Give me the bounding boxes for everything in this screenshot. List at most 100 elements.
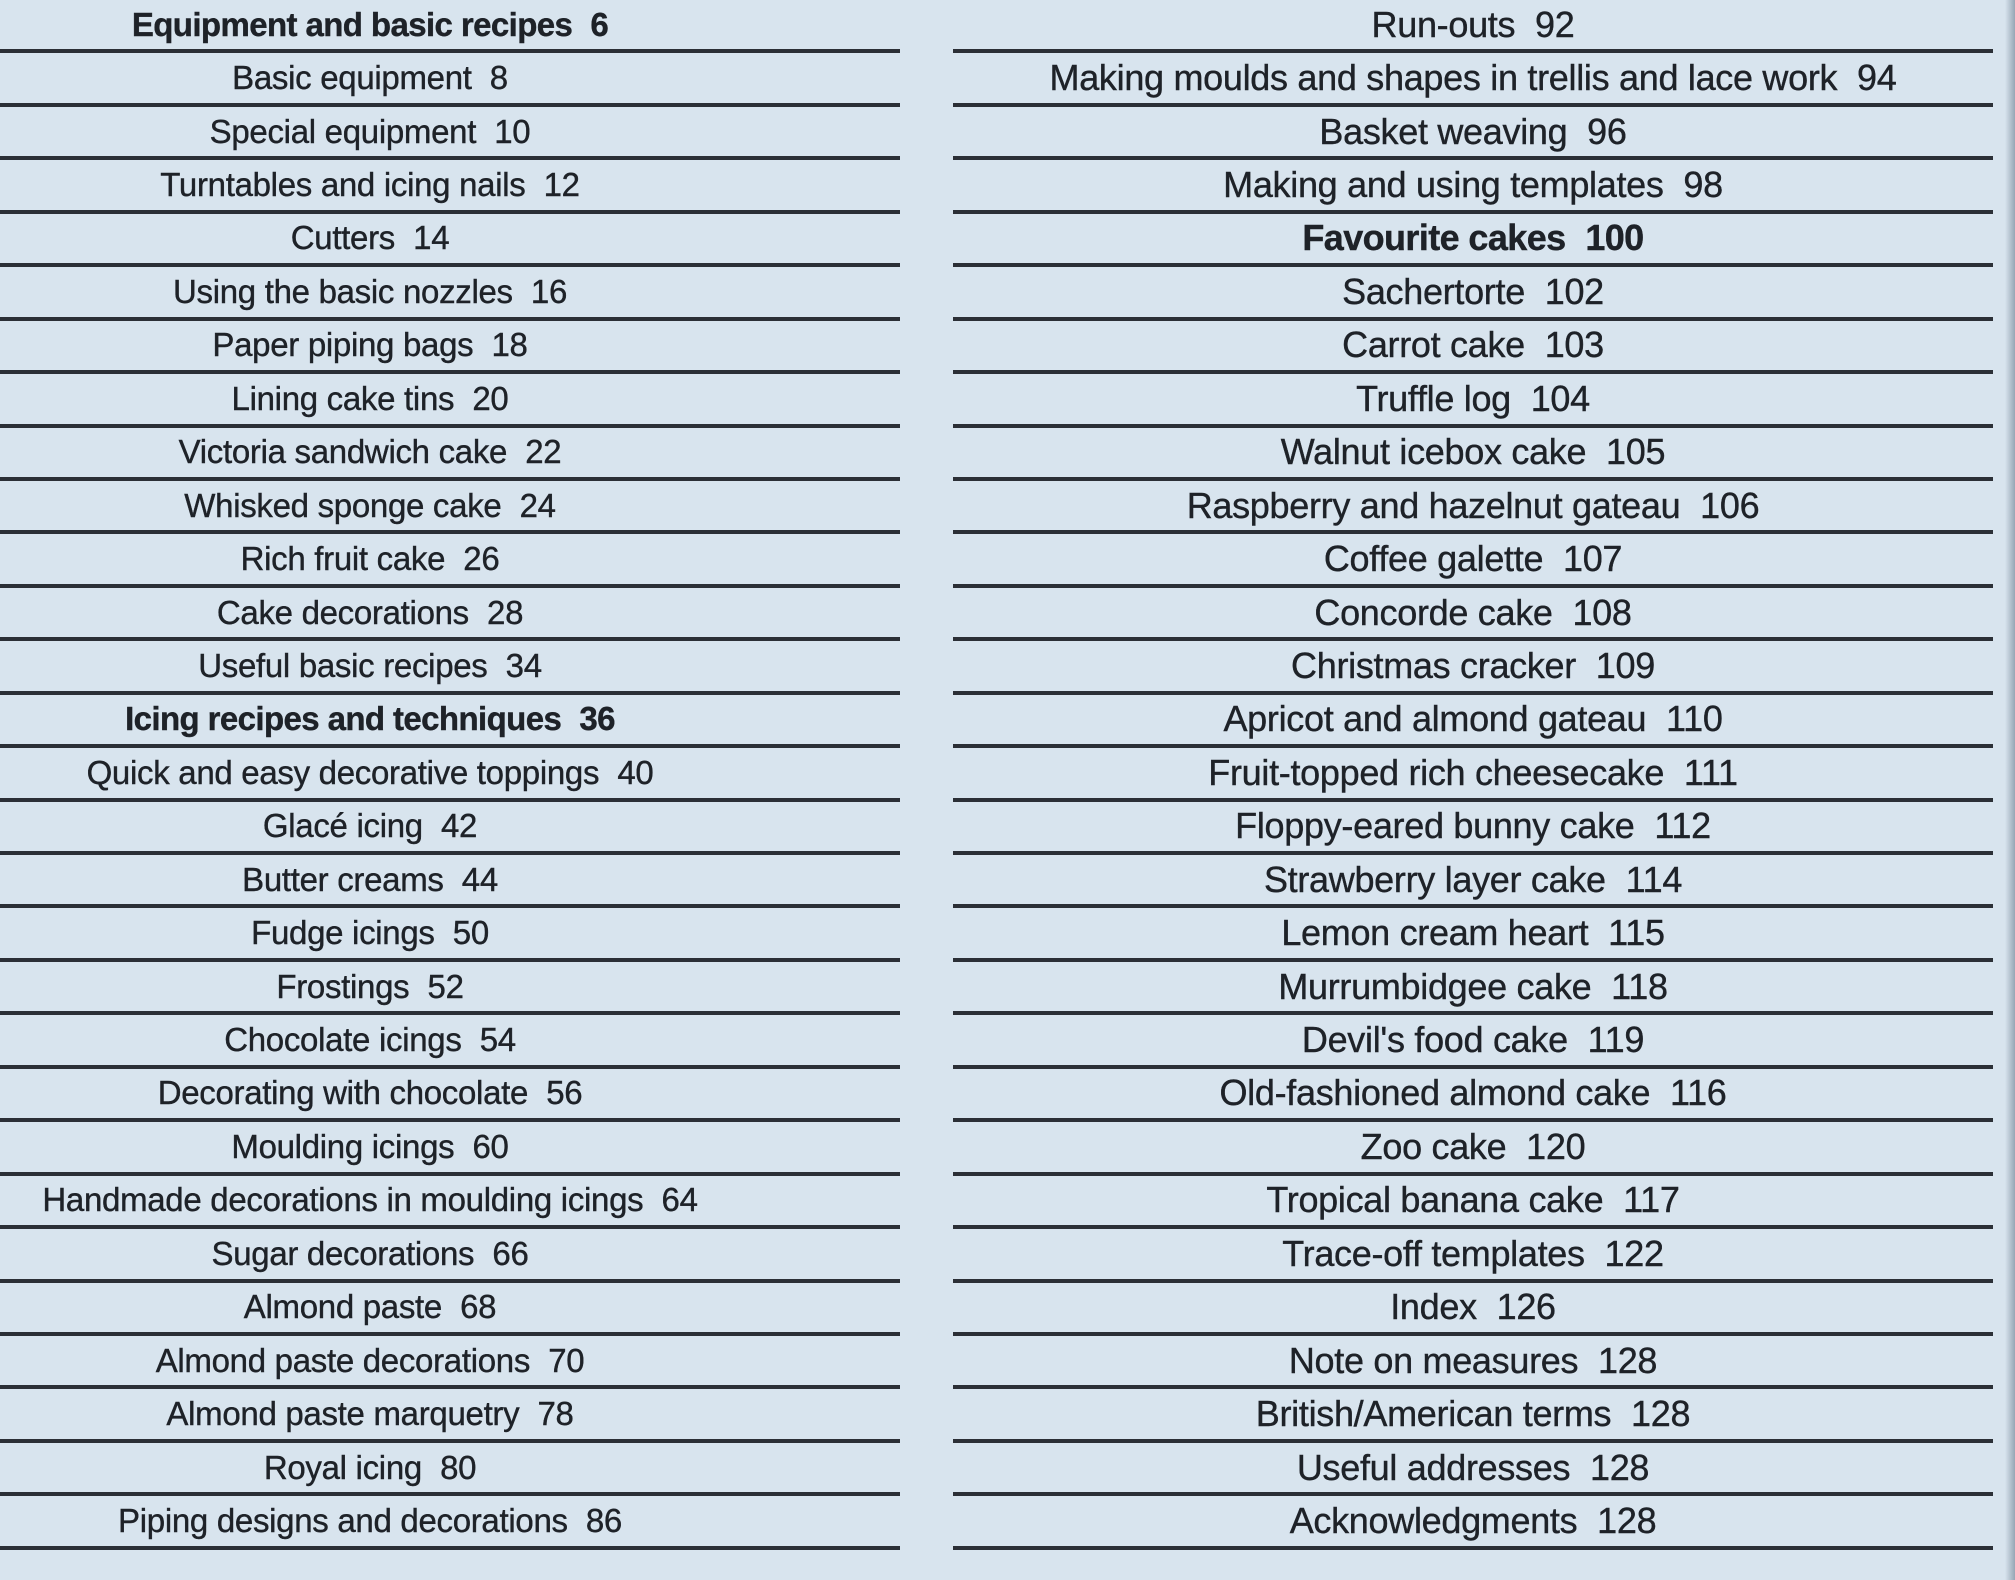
toc-entry-page: 10 xyxy=(494,112,531,150)
toc-entry-title: Carrot cake xyxy=(1342,324,1525,366)
toc-entry-page: 44 xyxy=(461,860,499,898)
toc-entry-title: Walnut icebox cake xyxy=(1280,431,1587,473)
toc-entry-page: 114 xyxy=(1625,858,1683,900)
toc-entry-page: 98 xyxy=(1683,164,1723,206)
toc-row: Icing recipes and techniques 36 xyxy=(0,695,900,749)
toc-entry-title: Special equipment xyxy=(209,112,477,150)
toc-entry-title: Victoria sandwich cake xyxy=(178,433,508,471)
toc-entry-page: 16 xyxy=(530,272,568,310)
toc-row: Truffle log 104 xyxy=(953,374,1993,428)
toc-row: Handmade decorations in moulding icings 6… xyxy=(0,1176,900,1230)
toc-row: Frostings 52 xyxy=(0,962,900,1016)
toc-entry-page: 86 xyxy=(585,1501,623,1539)
toc-entry-page: 100 xyxy=(1585,217,1644,259)
toc-row: Concorde cake 108 xyxy=(953,588,1993,642)
toc-entry-page: 66 xyxy=(492,1234,529,1272)
toc-row: Index 126 xyxy=(953,1283,1993,1336)
toc-row: Whisked sponge cake 24 xyxy=(0,481,900,535)
toc-row: Note on measures 128 xyxy=(953,1336,1993,1390)
toc-entry-title: Fruit-topped rich cheesecake xyxy=(1208,751,1665,793)
toc-entry-page: 103 xyxy=(1544,324,1604,366)
toc-row: Fudge icings 50 xyxy=(0,908,900,962)
toc-entry-title: Glacé icing xyxy=(262,807,424,845)
toc-entry-title: Useful addresses xyxy=(1296,1446,1571,1488)
toc-entry-title: Piping designs and decorations xyxy=(118,1501,568,1539)
toc-entry-title: Basket weaving xyxy=(1319,110,1568,152)
toc-row: Piping designs and decorations 86 xyxy=(0,1496,900,1550)
toc-entry-page: 56 xyxy=(546,1074,583,1112)
toc-entry-page: 104 xyxy=(1530,377,1591,419)
toc-entry-title: Turntables and icing nails xyxy=(160,166,526,204)
toc-entry-title: Strawberry layer cake xyxy=(1263,858,1607,900)
toc-row: Old-fashioned almond cake 116 xyxy=(953,1069,1993,1123)
toc-entry-title: Frostings xyxy=(276,967,410,1005)
toc-entry-page: 22 xyxy=(525,433,562,471)
toc-entry-page: 126 xyxy=(1496,1286,1556,1328)
toc-entry-page: 42 xyxy=(440,807,478,845)
toc-row: Murrumbidgee cake 118 xyxy=(953,962,1993,1016)
toc-entry-title: Making moulds and shapes in trellis and … xyxy=(1049,57,1838,99)
toc-entry-title: Equipment and basic recipes xyxy=(131,5,573,43)
toc-row: Trace-off templates 122 xyxy=(953,1229,1993,1283)
toc-entry-title: Using the basic nozzles xyxy=(172,272,513,310)
toc-row: Cake decorations 28 xyxy=(0,588,900,642)
toc-row: Lemon cream heart 115 xyxy=(953,908,1993,962)
toc-entry-title: Coffee galette xyxy=(1323,538,1544,580)
toc-row: Useful basic recipes 34 xyxy=(0,641,900,695)
toc-entry-page: 40 xyxy=(617,753,654,791)
toc-entry-title: Basic equipment xyxy=(232,59,472,97)
toc-entry-title: Almond paste decorations xyxy=(155,1341,531,1379)
toc-entry-title: Concorde cake xyxy=(1314,591,1553,633)
toc-entry-title: Handmade decorations in moulding icings xyxy=(42,1181,644,1219)
toc-entry-title: Sugar decorations xyxy=(211,1234,475,1272)
toc-entry-page: 50 xyxy=(452,914,490,952)
toc-entry-page: 36 xyxy=(579,700,616,738)
toc-entry-title: Butter creams xyxy=(242,860,444,898)
toc-row: Christmas cracker 109 xyxy=(953,641,1993,695)
toc-entry-page: 105 xyxy=(1606,431,1666,473)
toc-entry-page: 118 xyxy=(1611,965,1668,1007)
toc-row: Run-outs 92 xyxy=(953,0,1993,54)
toc-entry-page: 96 xyxy=(1587,110,1627,152)
toc-entry-title: Lemon cream heart xyxy=(1281,912,1589,954)
toc-entry-title: Decorating with chocolate xyxy=(157,1074,529,1112)
toc-column-right: Run-outs 92 Making moulds and shapes in tr… xyxy=(953,0,1993,1550)
toc-entry-title: Old-fashioned almond cake xyxy=(1219,1072,1651,1114)
toc-entry-title: Quick and easy decorative toppings xyxy=(86,753,600,791)
toc-entry-page: 34 xyxy=(505,646,542,684)
toc-row: Apricot and almond gateau 110 xyxy=(953,695,1993,749)
toc-row: Cutters 14 xyxy=(0,214,900,268)
toc-entry-title: Sachertorte xyxy=(1342,270,1526,312)
toc-entry-page: 54 xyxy=(479,1021,516,1059)
toc-entry-title: Run-outs xyxy=(1371,3,1516,45)
toc-entry-title: Lining cake tins xyxy=(231,379,455,417)
toc-entry-page: 115 xyxy=(1608,912,1665,954)
toc-entry-page: 119 xyxy=(1587,1019,1645,1061)
toc-entry-page: 78 xyxy=(537,1395,574,1433)
toc-row: Using the basic nozzles 16 xyxy=(0,267,900,321)
toc-row: Special equipment 10 xyxy=(0,107,900,161)
toc-entry-title: Raspberry and hazelnut gateau xyxy=(1186,484,1681,526)
toc-entry-page: 106 xyxy=(1700,484,1760,526)
toc-entry-page: 60 xyxy=(472,1127,509,1165)
toc-entry-page: 112 xyxy=(1654,805,1711,847)
toc-entry-title: Murrumbidgee cake xyxy=(1278,965,1592,1007)
toc-row: Almond paste marquetry 78 xyxy=(0,1389,900,1443)
toc-row: Glacé icing 42 xyxy=(0,802,900,855)
toc-row: Almond paste decorations 70 xyxy=(0,1336,900,1390)
toc-entry-page: 102 xyxy=(1544,270,1605,312)
toc-row: Butter creams 44 xyxy=(0,855,900,909)
toc-row: Paper piping bags 18 xyxy=(0,321,900,375)
toc-entry-page: 68 xyxy=(460,1288,497,1326)
toc-entry-title: Useful basic recipes xyxy=(198,646,488,684)
toc-row: Favourite cakes 100 xyxy=(953,214,1993,268)
toc-entry-title: Devil's food cake xyxy=(1301,1019,1569,1061)
toc-row: Zoo cake 120 xyxy=(953,1122,1993,1176)
toc-row: Tropical banana cake 117 xyxy=(953,1176,1993,1230)
toc-entry-page: 24 xyxy=(519,486,556,524)
toc-entry-page: 128 xyxy=(1631,1393,1691,1435)
toc-row: Sachertorte 102 xyxy=(953,267,1993,321)
toc-row: Making and using templates 98 xyxy=(953,160,1993,214)
toc-entry-page: 12 xyxy=(543,166,580,204)
